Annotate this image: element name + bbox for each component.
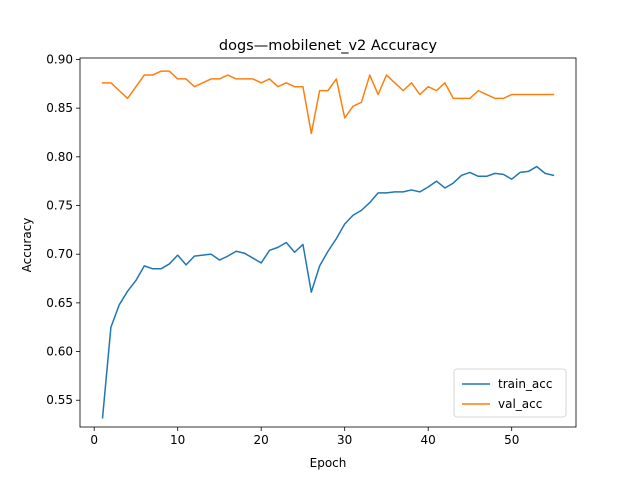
y-tick-label: 0.70 [46,247,73,261]
x-axis-label: Epoch [310,456,347,470]
y-tick-label: 0.60 [46,345,73,359]
x-tick-label: 10 [170,433,185,447]
y-tick-label: 0.80 [46,150,73,164]
series-layer [101,70,555,419]
x-axis: 0 10 20 30 40 50 [90,427,519,447]
y-axis-label: Accuracy [20,218,34,273]
x-tick-label: 0 [90,433,98,447]
chart-title: dogs—mobilenet_v2 Accuracy [219,38,438,54]
y-tick-label: 0.90 [46,52,73,66]
y-tick-label: 0.65 [46,296,73,310]
y-tick-label: 0.85 [46,101,73,115]
y-tick-label: 0.75 [46,199,73,213]
legend-entry-val-acc: val_acc [498,397,542,411]
legend-box [453,368,567,418]
x-tick-label: 30 [337,433,352,447]
plot-frame [79,57,577,428]
x-tick-label: 40 [421,433,436,447]
series-line-val-acc [101,70,555,135]
legend-entry-train-acc: train_acc [498,377,552,391]
y-tick-label: 0.55 [46,393,73,407]
series-line-train-acc [101,165,555,419]
y-axis: 0.55 0.60 0.65 0.70 0.75 0.80 0.85 0.90 [46,52,80,407]
legend: train_acc val_acc [453,368,567,418]
x-tick-label: 50 [504,433,519,447]
x-tick-label: 20 [254,433,269,447]
